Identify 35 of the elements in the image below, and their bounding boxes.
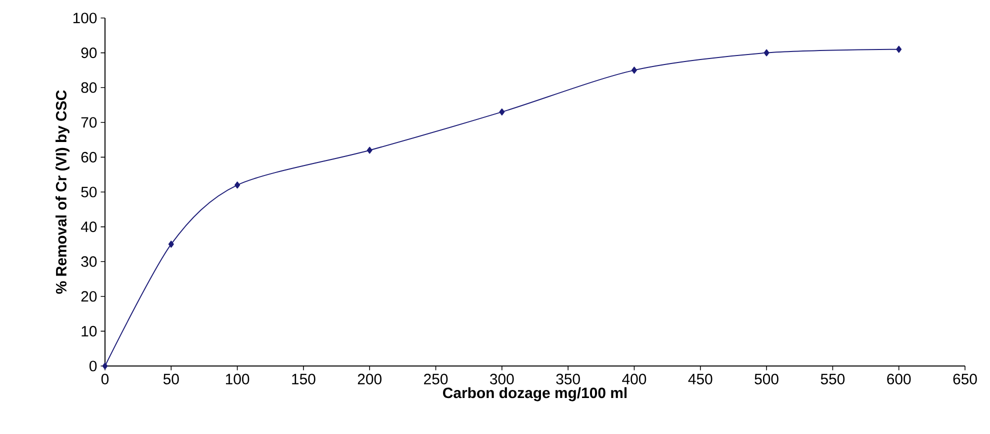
x-axis-title: Carbon dozage mg/100 ml [443,387,627,402]
y-tick-label: 30 [81,256,97,267]
x-tick-label: 650 [953,374,977,384]
x-tick-label: 250 [424,374,448,384]
x-tick-label: 100 [226,374,250,384]
y-tick-label: 0 [89,360,97,372]
y-tick-label: 70 [81,117,97,128]
point [234,182,240,189]
x-tick-label: 600 [887,374,911,384]
point [102,362,108,370]
y-tick-label: 80 [81,82,97,93]
x-tick-label: 550 [820,374,845,384]
y-tick-label: 20 [81,291,97,302]
point [896,46,902,53]
y-tick-label: 40 [80,222,97,232]
x-tick-label: 0 [101,374,109,384]
point [168,240,174,248]
x-tick-label: 300 [490,374,514,384]
x-tick-label: 50 [163,374,179,384]
y-tick-label: 10 [82,326,97,336]
x-tick-label: 150 [292,374,316,384]
x-tick-label: 450 [688,374,712,384]
point [631,66,637,74]
x-tick-label: 200 [358,374,382,384]
point [499,108,505,116]
point [366,146,372,154]
y-tick-label: 90 [81,48,97,58]
x-tick-label: 350 [556,374,580,384]
y-tick-label: 100 [73,12,97,24]
x-tick-label: 500 [754,374,778,384]
point [764,49,770,56]
y-axis-title: % Removal of Cr (VI) by CSC [56,90,70,294]
y-tick-label: 60 [81,152,97,162]
x-tick-label: 400 [622,374,646,384]
y-tick-label: 50 [81,186,97,198]
